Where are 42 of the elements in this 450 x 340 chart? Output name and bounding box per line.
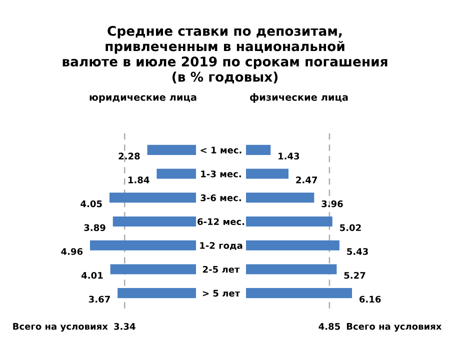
y-tick-label: 2-5 лет (203, 266, 240, 273)
data-label: 3.96 (322, 200, 343, 208)
data-label: 4.05 (80, 200, 102, 208)
bar (156, 168, 196, 179)
bar (118, 288, 196, 298)
y-tick-label: 1-2 года (200, 242, 242, 250)
data-label: 6.16 (360, 296, 381, 303)
chart-subtitle: физические лица (250, 93, 348, 103)
chart-subtitle: юридические лица (90, 95, 196, 103)
text: Всего на условиях (346, 323, 442, 332)
bar (90, 240, 196, 250)
y-tick-label: 6-12 мес. (198, 218, 244, 226)
bar (246, 216, 332, 227)
data-label: 5.02 (340, 224, 361, 232)
ref-line-label: 4.85 (318, 323, 340, 330)
data-label: 3.89 (84, 224, 106, 232)
ref-line-label: 3.34 (114, 323, 136, 330)
y-tick-label: 3-6 мес. (200, 194, 241, 202)
bar (246, 288, 352, 298)
data-label: 1.43 (278, 152, 300, 160)
y-tick-label: > 5 лет (202, 290, 240, 297)
data-label: 2.47 (296, 176, 318, 184)
bar (246, 168, 289, 179)
y-tick-label: < 1 мес. (200, 146, 242, 154)
y-tick-label: 1-3 мес. (201, 170, 241, 178)
bar (110, 264, 196, 274)
data-label: 4.96 (61, 248, 83, 255)
bar (246, 240, 340, 250)
bar (109, 192, 196, 203)
text: Средние ставки по депозитам, привлеченным в национальной валюте в июле 2019 по срокам погашения (в % годовых) (62, 26, 388, 84)
bar (246, 264, 337, 274)
text: Всего на условиях (13, 323, 108, 332)
data-label: 5.43 (347, 248, 368, 255)
data-label: 2.28 (118, 152, 140, 160)
bar (147, 144, 196, 155)
data-label: 3.67 (88, 296, 110, 303)
bar (246, 144, 271, 155)
data-label: 5.27 (344, 272, 366, 279)
bar (246, 192, 314, 203)
data-label: 1.84 (128, 176, 150, 184)
bar (112, 216, 196, 227)
data-label: 4.01 (81, 272, 103, 279)
